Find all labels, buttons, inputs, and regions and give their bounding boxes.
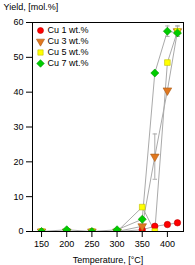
- svg-text:Cu 5 wt.%: Cu 5 wt.%: [48, 47, 89, 57]
- svg-text:400: 400: [160, 239, 175, 249]
- svg-text:20: 20: [13, 157, 23, 167]
- svg-text:Temperature, [°C]: Temperature, [°C]: [73, 255, 144, 265]
- svg-text:350: 350: [135, 239, 150, 249]
- svg-text:30: 30: [13, 122, 23, 132]
- svg-text:Cu 1 wt.%: Cu 1 wt.%: [48, 25, 89, 35]
- svg-text:40: 40: [13, 87, 23, 97]
- svg-text:250: 250: [84, 239, 99, 249]
- svg-text:Cu 7 wt.%: Cu 7 wt.%: [48, 58, 89, 68]
- svg-text:200: 200: [59, 239, 74, 249]
- svg-text:Cu 3 wt.%: Cu 3 wt.%: [48, 36, 89, 46]
- svg-text:Yield, [mol.%]: Yield, [mol.%]: [4, 2, 59, 12]
- svg-text:300: 300: [110, 239, 125, 249]
- svg-text:0: 0: [18, 226, 23, 236]
- svg-text:10: 10: [13, 192, 23, 202]
- svg-text:150: 150: [34, 239, 49, 249]
- svg-text:60: 60: [13, 17, 23, 27]
- svg-text:50: 50: [13, 52, 23, 62]
